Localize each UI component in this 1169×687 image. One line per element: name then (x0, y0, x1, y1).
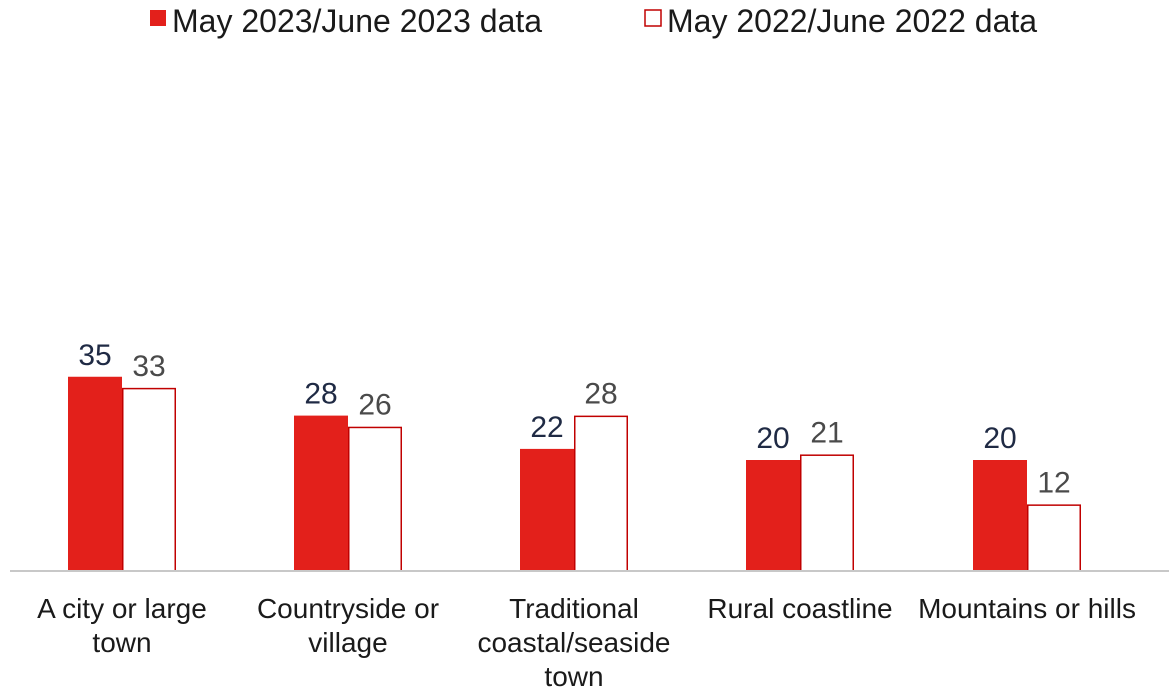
bar-2023-2 (520, 448, 574, 571)
legend-swatch (644, 9, 662, 27)
data-label: 28 (584, 378, 617, 411)
category-label: A city or large (37, 593, 207, 624)
bar-2022-2 (574, 415, 628, 572)
bar-2023-1 (294, 415, 348, 571)
data-label: 26 (358, 389, 391, 422)
data-label: 28 (304, 378, 337, 411)
legend-swatch (150, 10, 166, 26)
legend-item-2023: May 2023/June 2023 data (150, 3, 542, 39)
legend-label: May 2023/June 2023 data (172, 3, 542, 39)
legend: May 2023/June 2023 data May 2022/June 202… (150, 3, 1037, 39)
category-label: town (544, 661, 603, 687)
bar-2023-3 (746, 460, 800, 571)
category-label: village (308, 627, 387, 658)
bar-2022-3 (800, 454, 854, 572)
bars: 35 33 28 26 22 28 20 21 20 12 (68, 339, 1081, 572)
category-label: Countryside or (257, 593, 439, 624)
category-label: coastal/seaside (477, 627, 670, 658)
bar-2022-0 (122, 387, 176, 572)
bar-2023-4 (973, 460, 1027, 571)
data-label: 20 (756, 422, 789, 455)
data-label: 20 (983, 422, 1016, 455)
category-label: Mountains or hills (918, 593, 1136, 624)
bar-2022-1 (348, 426, 402, 572)
bar-2022-4 (1027, 504, 1081, 572)
data-label: 22 (530, 411, 563, 444)
category-label: Rural coastline (707, 593, 892, 624)
category-label: Traditional (509, 593, 639, 624)
bar-2023-0 (68, 376, 122, 571)
data-label: 33 (132, 350, 165, 383)
data-label: 21 (810, 416, 843, 449)
data-label: 35 (78, 339, 111, 372)
data-label: 12 (1037, 466, 1070, 499)
legend-item-2022: May 2022/June 2022 data (644, 3, 1037, 39)
category-label: town (92, 627, 151, 658)
legend-label: May 2022/June 2022 data (667, 3, 1037, 39)
